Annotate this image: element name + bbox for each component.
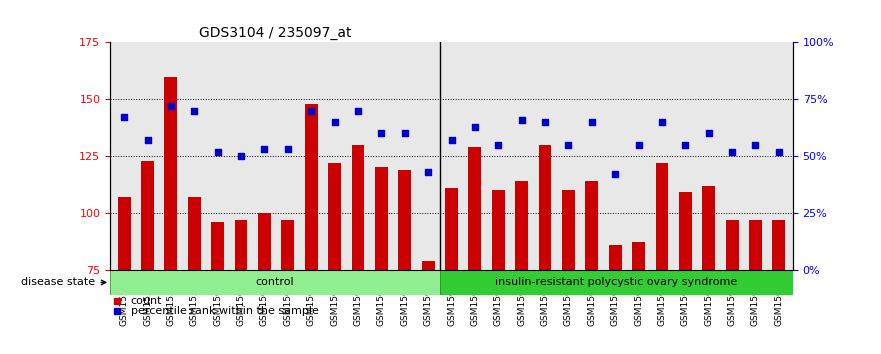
Point [281, 147, 295, 152]
Bar [726, 219, 738, 354]
Point [304, 108, 318, 114]
Bar [234, 219, 248, 354]
Point [257, 147, 271, 152]
Bar [165, 76, 177, 354]
FancyBboxPatch shape [110, 270, 440, 295]
Bar [679, 193, 692, 354]
Point [701, 131, 715, 136]
Bar [305, 104, 318, 354]
Text: insulin-resistant polycystic ovary syndrome: insulin-resistant polycystic ovary syndr… [495, 278, 737, 287]
Point [188, 108, 202, 114]
Point [468, 124, 482, 129]
Point [444, 137, 458, 143]
Point [515, 117, 529, 122]
Point [725, 149, 739, 154]
Bar [749, 219, 762, 354]
Bar [445, 188, 458, 354]
Bar [469, 147, 481, 354]
Point [328, 119, 342, 125]
Bar [515, 181, 528, 354]
Point [211, 149, 225, 154]
Text: GDS3104 / 235097_at: GDS3104 / 235097_at [199, 26, 352, 40]
Bar [633, 242, 645, 354]
Bar [492, 190, 505, 354]
Point [655, 119, 669, 125]
Bar [655, 163, 669, 354]
Bar [258, 213, 270, 354]
Bar [141, 161, 154, 354]
Point [561, 142, 575, 148]
Point [117, 115, 131, 120]
Point [538, 119, 552, 125]
Text: percentile rank within the sample: percentile rank within the sample [130, 306, 319, 316]
Bar [375, 167, 388, 354]
Point [585, 119, 599, 125]
Point [492, 142, 506, 148]
Point [749, 142, 763, 148]
Point [608, 171, 622, 177]
Bar [118, 197, 130, 354]
Point [772, 149, 786, 154]
Point [234, 153, 248, 159]
Point [351, 108, 365, 114]
FancyBboxPatch shape [440, 270, 793, 295]
Bar [773, 219, 785, 354]
Bar [585, 181, 598, 354]
Text: count: count [130, 296, 162, 306]
Text: control: control [255, 278, 294, 287]
Bar [352, 145, 365, 354]
Point [421, 169, 435, 175]
Bar [702, 185, 715, 354]
Point [397, 131, 411, 136]
Text: disease state: disease state [21, 278, 106, 287]
Bar [281, 219, 294, 354]
Point [374, 131, 389, 136]
Point [632, 142, 646, 148]
Bar [562, 190, 575, 354]
Point [164, 103, 178, 109]
Bar [188, 197, 201, 354]
Point [140, 137, 154, 143]
Bar [211, 222, 224, 354]
Bar [398, 170, 411, 354]
Bar [538, 145, 552, 354]
Bar [609, 245, 622, 354]
Bar [422, 261, 434, 354]
Point [678, 142, 692, 148]
Bar [328, 163, 341, 354]
